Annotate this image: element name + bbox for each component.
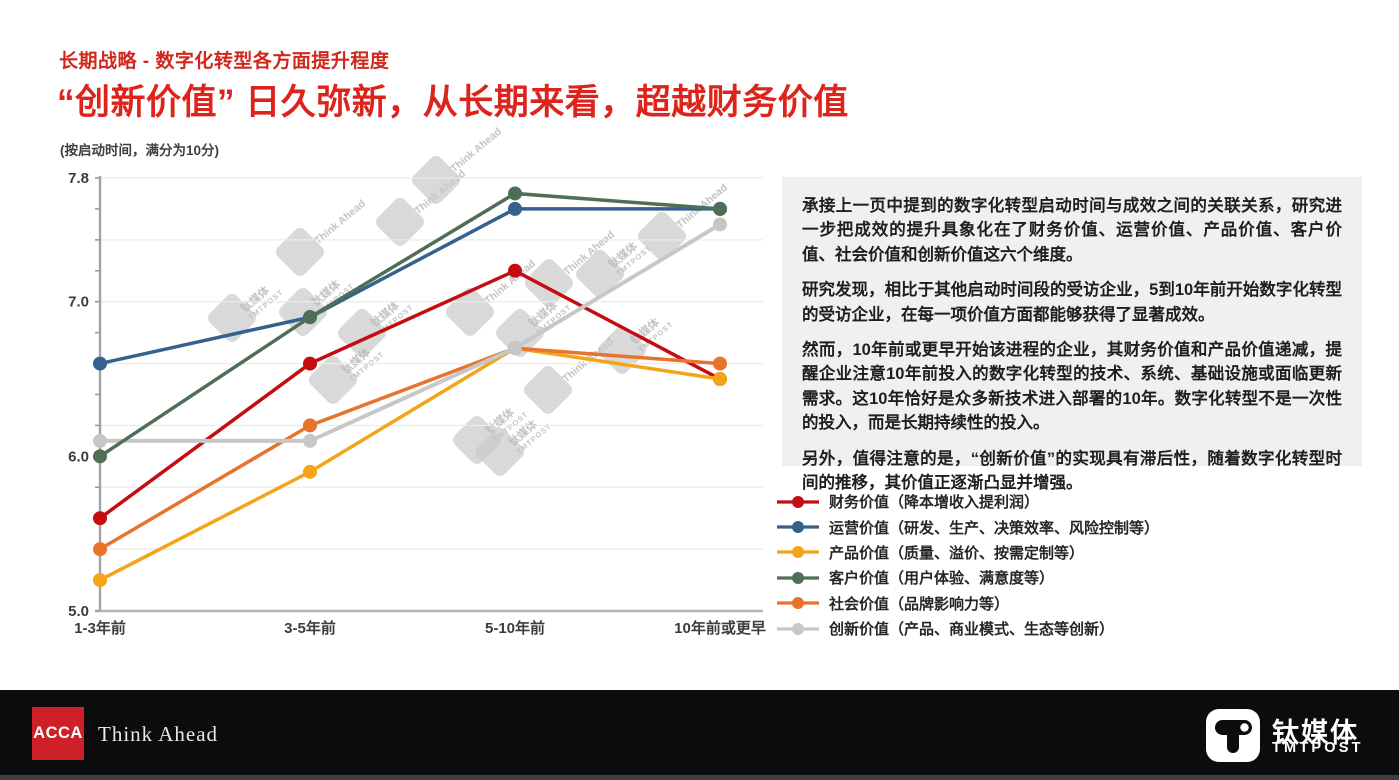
y-tick-label: 7.8 bbox=[68, 170, 89, 187]
acca-logo-text: ACCA bbox=[33, 724, 83, 742]
chart-note: (按启动时间，满分为10分) bbox=[60, 143, 220, 158]
watermark-text-think-ahead: Think Ahead bbox=[448, 125, 504, 176]
legend-item-产品价值: 产品价值（质量、溢价、按需定制等） bbox=[776, 540, 1376, 565]
series-line-社会价值 bbox=[98, 346, 722, 551]
legend-label: 创新价值（产品、商业模式、生态等创新） bbox=[829, 621, 1115, 639]
series-line-客户价值 bbox=[98, 191, 722, 459]
legend-item-客户价值: 客户价值（用户体验、满意度等） bbox=[776, 565, 1376, 590]
legend-marker-icon bbox=[777, 521, 819, 534]
slide-subtitle: 长期战略 - 数字化转型各方面提升程度 bbox=[59, 51, 390, 72]
page-title: “创新价值” 日久弥新，从长期来看，超越财务价值 bbox=[57, 83, 849, 122]
data-point-运营价值 bbox=[508, 201, 522, 216]
legend-label: 运营价值（研发、生产、决策效率、风险控制等） bbox=[829, 519, 1160, 537]
y-tick-label: 5.0 bbox=[68, 603, 89, 620]
tmtpost-name-en: TMTPOST bbox=[1272, 740, 1364, 756]
line-chart: 7.8 7.0 6.0 5.0 1-3年前 3-5年前 5-10年前 10年前或更早 bbox=[58, 170, 773, 648]
legend-marker-icon bbox=[777, 495, 819, 508]
legend-label: 产品价值（质量、溢价、按需定制等） bbox=[829, 544, 1085, 562]
tmtpost-logo bbox=[1206, 709, 1260, 762]
data-point-创新价值 bbox=[508, 341, 522, 356]
x-tick-label: 3-5年前 bbox=[284, 619, 336, 637]
data-point-产品价值 bbox=[713, 372, 727, 387]
x-tick-label: 10年前或更早 bbox=[674, 619, 766, 637]
data-point-财务价值 bbox=[303, 356, 317, 371]
data-point-客户价值 bbox=[713, 201, 727, 216]
description-panel: 承接上一页中提到的数字化转型启动时间与成效之间的关联关系，研究进一步把成效的提升… bbox=[782, 177, 1362, 492]
legend-marker-icon bbox=[777, 546, 819, 559]
data-point-产品价值 bbox=[303, 464, 317, 479]
legend-item-社会价值: 社会价值（品牌影响力等） bbox=[776, 591, 1376, 616]
description-paragraph: 研究发现，相比于其他启动时间段的受访企业，5到10年前开始数字化转型的受访企业，… bbox=[802, 281, 1342, 324]
line-chart-svg: 7.8 7.0 6.0 5.01-3年前 3-5年前 5-10年前 10年前或更早 bbox=[68, 170, 766, 637]
y-tick-label: 6.0 bbox=[68, 448, 89, 465]
legend-marker-icon bbox=[777, 571, 819, 584]
acca-tagline: Think Ahead bbox=[98, 722, 219, 746]
description-paragraph: 承接上一页中提到的数字化转型启动时间与成效之间的关联关系，研究进一步把成效的提升… bbox=[802, 197, 1342, 264]
data-point-社会价值 bbox=[713, 356, 727, 371]
chart-legend: 财务价值（降本增收入提利润） 运营价值（研发、生产、决策效率、风险控制等） 产品价值… bbox=[776, 489, 1376, 641]
x-tick-label: 5-10年前 bbox=[485, 619, 545, 637]
footer-bottom-strip bbox=[0, 775, 1399, 780]
data-point-创新价值 bbox=[303, 433, 317, 448]
legend-item-创新价值: 创新价值（产品、商业模式、生态等创新） bbox=[776, 616, 1376, 641]
data-point-财务价值 bbox=[93, 511, 107, 526]
series-line-运营价值 bbox=[98, 207, 722, 366]
legend-marker-icon bbox=[777, 622, 819, 635]
legend-label: 客户价值（用户体验、满意度等） bbox=[829, 570, 1055, 588]
footer-bar: ACCA Think Ahead 钛媒体 TMTPOST bbox=[0, 690, 1399, 780]
tmtpost-name-cn: 钛媒体 bbox=[1272, 718, 1359, 748]
data-point-客户价值 bbox=[303, 310, 317, 325]
series-line-创新价值 bbox=[98, 222, 722, 443]
data-point-社会价值 bbox=[303, 418, 317, 433]
data-point-创新价值 bbox=[713, 217, 727, 232]
description-paragraph: 然而，10年前或更早开始该进程的企业，其财务价值和产品价值递减，提醒企业注意10… bbox=[802, 341, 1342, 433]
data-point-客户价值 bbox=[508, 186, 522, 201]
y-tick-label: 7.0 bbox=[68, 294, 89, 311]
acca-logo: ACCA bbox=[32, 707, 84, 760]
legend-item-财务价值: 财务价值（降本增收入提利润） bbox=[776, 489, 1376, 514]
x-tick-label: 1-3年前 bbox=[74, 619, 126, 637]
data-point-客户价值 bbox=[93, 449, 107, 464]
legend-marker-icon bbox=[777, 597, 819, 610]
legend-label: 社会价值（品牌影响力等） bbox=[829, 595, 1010, 613]
legend-label: 财务价值（降本增收入提利润） bbox=[829, 494, 1040, 512]
legend-item-运营价值: 运营价值（研发、生产、决策效率、风险控制等） bbox=[776, 514, 1376, 539]
description-paragraph: 另外，值得注意的是，“创新价值”的实现具有滞后性，随着数字化转型时间的推移，其价… bbox=[802, 449, 1342, 493]
data-point-产品价值 bbox=[93, 573, 107, 588]
tmtpost-t-icon bbox=[1215, 720, 1252, 753]
data-point-创新价值 bbox=[93, 433, 107, 448]
data-point-运营价值 bbox=[93, 356, 107, 371]
data-point-社会价值 bbox=[93, 542, 107, 557]
data-point-财务价值 bbox=[508, 263, 522, 278]
series-line-产品价值 bbox=[98, 346, 722, 582]
